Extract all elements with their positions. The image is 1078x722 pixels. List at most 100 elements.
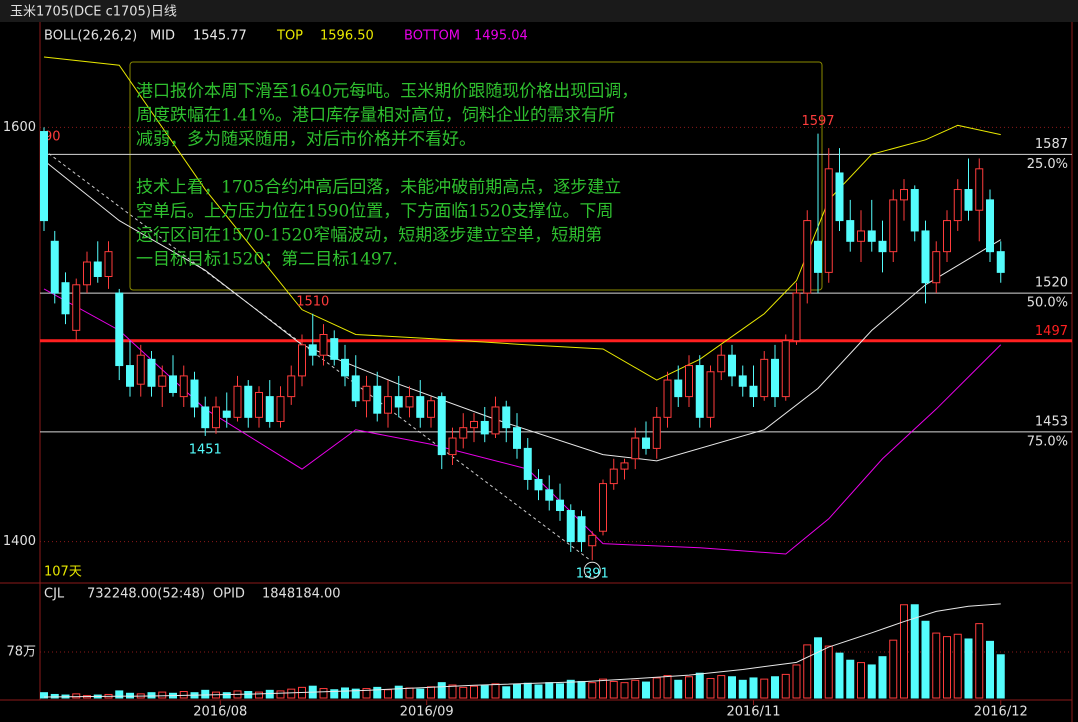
indicator-item-value: 1596.50 bbox=[320, 29, 374, 44]
opid-label: 1848184.00 bbox=[262, 587, 341, 602]
volume-bar bbox=[556, 683, 564, 699]
volume-bar bbox=[738, 679, 747, 699]
candle-body bbox=[910, 189, 919, 232]
volume-bar bbox=[824, 645, 833, 699]
volume-bar bbox=[921, 620, 930, 699]
x-tick-label: 2016/08 bbox=[193, 705, 247, 720]
level-label: 1520 bbox=[1035, 276, 1068, 291]
candle-body bbox=[126, 365, 134, 387]
candle-body bbox=[158, 375, 167, 387]
volume-bar bbox=[265, 689, 274, 699]
band-line bbox=[43, 160, 1002, 462]
volume-bar bbox=[201, 689, 210, 699]
candle-body bbox=[975, 168, 984, 211]
volume-bar bbox=[642, 681, 650, 699]
candle-body bbox=[867, 230, 876, 242]
candle-body bbox=[749, 385, 758, 398]
candle-body bbox=[72, 284, 81, 331]
volume-bar bbox=[749, 677, 758, 699]
volume-bar bbox=[330, 689, 339, 699]
volume-bar bbox=[179, 691, 188, 699]
volume-bar bbox=[50, 693, 59, 699]
volume-bar bbox=[695, 672, 704, 699]
candle-body bbox=[609, 468, 618, 485]
volume-bar bbox=[728, 676, 736, 699]
candle-body bbox=[491, 406, 500, 435]
volume-bar bbox=[437, 682, 446, 699]
candle-body bbox=[728, 354, 736, 377]
candle-body bbox=[534, 478, 543, 491]
chart-title: 玉米1705(DCE c1705)日线 bbox=[10, 5, 177, 20]
annotation-circle bbox=[583, 561, 601, 579]
candle-body bbox=[115, 292, 124, 367]
volume-bar bbox=[975, 623, 984, 699]
candle-body bbox=[835, 172, 844, 222]
volume-bar bbox=[222, 692, 231, 699]
candle-body bbox=[351, 375, 360, 402]
volume-bar bbox=[255, 691, 263, 699]
opid-line bbox=[43, 603, 1001, 698]
volume-bar bbox=[373, 686, 382, 699]
candle-body bbox=[803, 220, 812, 294]
candle-body bbox=[953, 189, 962, 222]
volume-bar bbox=[448, 684, 457, 699]
candle-body bbox=[233, 385, 242, 418]
indicator-item-value: 1545.77 bbox=[193, 29, 247, 44]
volume-bar bbox=[276, 690, 285, 699]
volume-bar bbox=[760, 678, 769, 699]
candle-body bbox=[792, 292, 801, 342]
volume-bar bbox=[964, 638, 973, 699]
candle-body bbox=[695, 365, 704, 418]
level-ratio: 75.0% bbox=[1027, 434, 1068, 449]
candle-body bbox=[921, 230, 930, 284]
candle-body bbox=[932, 251, 941, 284]
candle-body bbox=[900, 189, 908, 201]
volume-bar bbox=[158, 691, 167, 699]
resistance-label: 1497 bbox=[1035, 324, 1068, 339]
y-tick-label: 1600 bbox=[3, 120, 36, 135]
candle-body bbox=[480, 420, 489, 435]
volume-bar bbox=[147, 692, 156, 699]
volume-bar bbox=[867, 664, 876, 699]
volume-bar bbox=[771, 676, 779, 699]
annotation-label: 1597 bbox=[801, 114, 834, 129]
candle-body bbox=[384, 396, 392, 414]
candle-body bbox=[986, 199, 994, 253]
candle-body bbox=[201, 406, 210, 429]
indicator-item-name: TOP bbox=[276, 29, 303, 44]
indicator-item-name: BOTTOM bbox=[404, 29, 460, 44]
volume-bar bbox=[362, 688, 371, 699]
note-line: 减弱，多为随采随用，对后市价格并不看好。 bbox=[136, 130, 476, 150]
candle-body bbox=[330, 338, 339, 360]
y-tick-label: 78万 bbox=[6, 644, 36, 659]
volume-bar bbox=[986, 640, 994, 699]
level-label: 1453 bbox=[1035, 414, 1068, 429]
volume-bar bbox=[287, 688, 296, 699]
band-line bbox=[43, 288, 1002, 555]
volume-bar bbox=[513, 683, 521, 699]
candle-body bbox=[405, 396, 414, 408]
candle-body bbox=[642, 437, 650, 449]
candle-body bbox=[599, 483, 607, 532]
candle-body bbox=[104, 251, 113, 278]
volume-bar bbox=[685, 676, 693, 699]
candle-body bbox=[437, 396, 446, 456]
volume-bar bbox=[932, 632, 941, 699]
candle-body bbox=[276, 396, 285, 422]
level-ratio: 25.0% bbox=[1027, 157, 1068, 172]
candle-body bbox=[222, 410, 231, 418]
y-tick-label: 1400 bbox=[3, 534, 36, 549]
band-line bbox=[43, 56, 1001, 381]
note-line: 技术上看，1705合约冲高后回落，未能冲破前期高点，逐步建立 bbox=[136, 178, 621, 198]
candle-body bbox=[50, 240, 59, 294]
volume-bar bbox=[244, 691, 253, 699]
annotation-label: 1391 bbox=[576, 567, 609, 582]
candle-body bbox=[824, 168, 833, 273]
volume-bar bbox=[889, 639, 898, 699]
volume-bar bbox=[126, 692, 134, 699]
note-line: 一目标目标1520；第二目标1497. bbox=[136, 250, 398, 270]
volume-bar bbox=[394, 685, 403, 699]
candle-body bbox=[556, 499, 564, 512]
candle-body bbox=[781, 340, 790, 398]
volume-bar bbox=[577, 680, 586, 699]
